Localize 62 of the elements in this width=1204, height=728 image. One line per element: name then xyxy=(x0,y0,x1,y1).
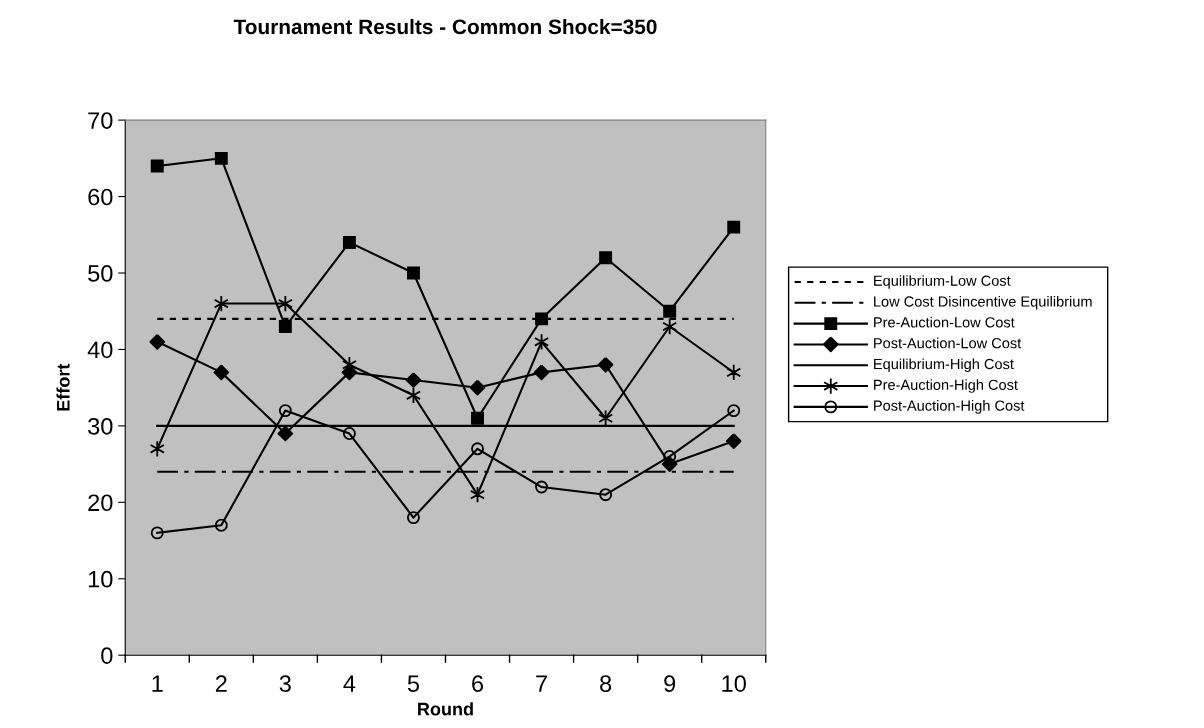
y-tick-label: 0 xyxy=(101,647,113,664)
point xyxy=(599,251,613,265)
x-tick-label: 5 xyxy=(407,675,420,692)
point xyxy=(663,449,677,463)
point xyxy=(663,304,677,318)
x-tick-label: 8 xyxy=(600,675,612,692)
x-tick-label: 9 xyxy=(664,675,676,692)
chart-title: Tournament Results - Common Shock=350 xyxy=(233,18,657,35)
y-tick-label: 20 xyxy=(88,494,113,512)
point xyxy=(598,409,614,427)
point xyxy=(149,333,166,350)
y-axis-title: Effort xyxy=(56,363,70,411)
point xyxy=(277,295,293,313)
point xyxy=(214,518,228,532)
x-tick-label: 6 xyxy=(472,675,484,692)
point xyxy=(599,488,613,502)
point xyxy=(471,442,484,456)
y-tick-label: 30 xyxy=(88,417,113,435)
point xyxy=(727,220,741,234)
x-tick-label: 1 xyxy=(152,675,163,692)
y-tick-label: 60 xyxy=(88,188,113,206)
x-tick-label: 4 xyxy=(343,675,356,692)
y-tick-label: 40 xyxy=(87,341,113,359)
point xyxy=(597,356,614,373)
point xyxy=(149,440,165,458)
x-tick-label: 7 xyxy=(536,675,547,692)
point xyxy=(725,433,742,450)
y-tick-label: 10 xyxy=(88,570,113,588)
point xyxy=(533,364,550,381)
point xyxy=(469,379,486,396)
legend-label: Post-Auction-Low Cost xyxy=(874,337,1022,349)
y-tick-label: 50 xyxy=(88,265,113,282)
point xyxy=(277,425,294,442)
point xyxy=(342,235,356,249)
x-tick-label: 2 xyxy=(215,675,227,692)
legend-label: Equilibrium-Low Cost xyxy=(874,275,1011,289)
point xyxy=(342,427,356,440)
legend-label: Pre-Auction-Low Cost xyxy=(874,316,1015,328)
point xyxy=(406,511,420,525)
x-tick-label: 3 xyxy=(279,675,291,692)
x-axis-title: Round xyxy=(418,702,473,716)
point xyxy=(213,295,229,313)
point xyxy=(535,312,549,326)
point xyxy=(150,159,164,173)
legend-label: Equilibrium-High Cost xyxy=(874,358,1014,373)
point xyxy=(471,411,484,425)
point xyxy=(662,317,678,336)
legend-label: Low Cost Disincentive Equilibrium xyxy=(874,295,1092,310)
y-tick-label: 70 xyxy=(88,112,113,129)
point xyxy=(278,320,292,333)
point xyxy=(406,266,420,280)
point xyxy=(150,526,164,540)
point xyxy=(535,480,549,494)
point xyxy=(726,363,742,381)
legend-label: Pre-Auction-High Cost xyxy=(874,379,1018,393)
legend-label: Post-Auction-High Cost xyxy=(874,400,1025,414)
point xyxy=(214,151,228,165)
point xyxy=(727,404,741,418)
point xyxy=(278,404,292,418)
point xyxy=(213,364,230,381)
point xyxy=(405,372,422,388)
x-tick-label: 10 xyxy=(722,675,746,692)
